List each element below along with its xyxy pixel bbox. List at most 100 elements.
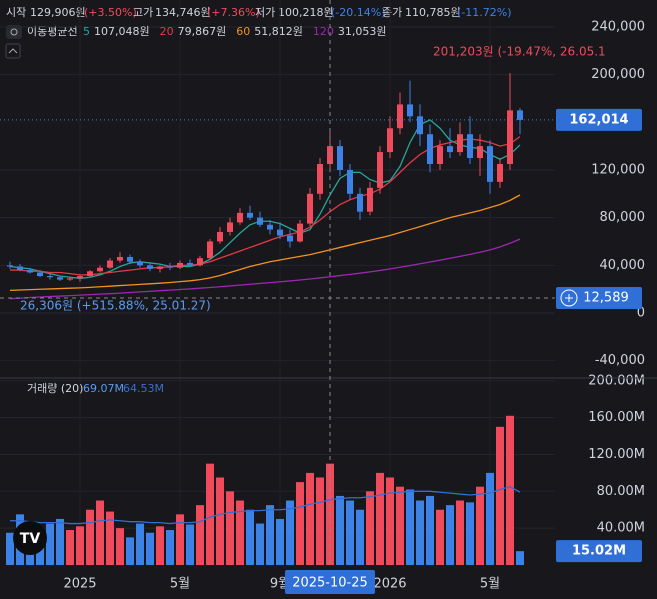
crosshair-price-label: 12,589 — [583, 290, 629, 305]
candle-body — [27, 270, 33, 273]
volume-bar — [396, 486, 404, 565]
ohlc-name: 종가 — [382, 6, 402, 19]
volume-bar — [126, 537, 134, 565]
volume-legend-value: 69.07M — [83, 382, 124, 395]
volume-bar — [116, 528, 124, 565]
ma-title: 이동평균선 — [27, 25, 78, 38]
candle-body — [337, 146, 343, 170]
volume-bar — [66, 529, 74, 565]
line — [9, 194, 521, 291]
candle-body — [317, 164, 323, 194]
volume-bar — [256, 523, 264, 565]
volume-bar — [406, 489, 414, 565]
add-button[interactable] — [560, 289, 578, 307]
candle-body — [217, 231, 223, 242]
candle-body — [277, 229, 283, 236]
min-annotation: 26,306원 (+515.88%, 25.01.27) — [20, 299, 211, 313]
volume-title: 거래량 (20) — [27, 382, 83, 395]
volume-bar — [506, 415, 514, 565]
candle-body — [167, 266, 173, 268]
candle-body — [507, 110, 513, 165]
candle-body — [287, 235, 293, 242]
ohlc-name: 저가 — [255, 6, 275, 19]
candle-body — [467, 134, 473, 159]
ohlc-value: 100,218원 — [278, 6, 334, 19]
volume-bar — [426, 495, 434, 565]
candle-body — [417, 116, 423, 135]
ohlc-value: 110,785원 — [405, 6, 461, 19]
candle-body — [497, 164, 503, 182]
candle-body — [177, 262, 183, 268]
candle-body — [127, 256, 133, 262]
candle-body — [7, 265, 13, 267]
watermark: TV — [13, 521, 47, 555]
volume-bar — [96, 500, 104, 565]
volume-bar — [376, 472, 384, 565]
visibility-toggle[interactable] — [6, 25, 22, 39]
volume-bar — [236, 500, 244, 565]
max-annotation: 201,203원 (-19.47%, 26.05.1 — [433, 45, 606, 59]
candle-body — [117, 256, 123, 261]
candle-body — [17, 266, 23, 271]
volume-bar — [416, 500, 424, 565]
candle-body — [67, 278, 73, 280]
x-tick-label: 2026 — [373, 577, 406, 592]
ohlc-name: 시작 — [6, 6, 26, 19]
ma-legend-period: 5 — [83, 25, 90, 38]
volume-bar — [296, 482, 304, 565]
volume-bar — [136, 523, 144, 565]
volume-bar — [216, 477, 224, 565]
ohlc-value: 129,906원 — [30, 6, 86, 19]
volume-bar — [56, 518, 64, 565]
volume-bar — [226, 491, 234, 565]
candle-body — [137, 261, 143, 266]
candle-body — [77, 276, 83, 279]
crosshair-date-label: 2025-10-25 — [292, 576, 368, 591]
volume-bar — [156, 526, 164, 565]
y-tick-label: 200.00M — [588, 373, 645, 388]
ohlc-change: (+3.50%) — [84, 6, 137, 19]
svg-text:TV: TV — [20, 531, 41, 547]
volume-bar — [206, 463, 214, 565]
volume-bar — [166, 529, 174, 565]
volume-bar — [176, 514, 184, 565]
candle-body — [447, 146, 453, 153]
ma-legend-period: 20 — [160, 25, 174, 38]
eye-icon — [10, 28, 18, 36]
line — [10, 136, 521, 276]
ohlc-value: 134,746원 — [155, 6, 211, 19]
candle-body — [477, 146, 483, 159]
ma-legend-value: 79,867원 — [178, 25, 227, 38]
last-volume-box — [556, 540, 642, 563]
volume-legend-value: 64.53M — [123, 382, 164, 395]
volume-bar — [196, 505, 204, 565]
y-tick-label: -40,000 — [595, 353, 645, 368]
last-price-label: 162,014 — [569, 112, 628, 127]
volume-bar — [316, 477, 324, 565]
line — [10, 486, 521, 525]
ohlc-change: (-20.14%) — [331, 6, 386, 19]
candle-body — [357, 193, 363, 212]
volume-bar — [186, 524, 194, 565]
volume-bar — [336, 495, 344, 565]
crosshair-date-box — [285, 570, 375, 594]
ohlc-change: (+7.36%) — [207, 6, 260, 19]
candle-body — [397, 104, 403, 129]
volume-bar — [516, 551, 524, 565]
y-tick-label: 0 — [637, 305, 645, 320]
x-tick-label: 2025 — [63, 577, 96, 592]
candle-body — [407, 104, 413, 117]
header: 시작 129,906원 (+3.50%) 고가 134,746원 (+7.36%… — [5, 6, 512, 59]
volume-bar — [476, 486, 484, 565]
candle-body — [57, 277, 63, 280]
ma-legend-value: 51,812원 — [254, 25, 303, 38]
last-volume-label: 15.02M — [572, 544, 626, 559]
candle-body — [47, 276, 53, 278]
candle-body — [517, 110, 523, 120]
volume-bar — [106, 511, 114, 565]
ohlc-change: (-11.72%) — [457, 6, 512, 19]
collapse-button[interactable] — [5, 43, 21, 59]
candle-body — [377, 152, 383, 188]
candle-body — [207, 241, 213, 259]
